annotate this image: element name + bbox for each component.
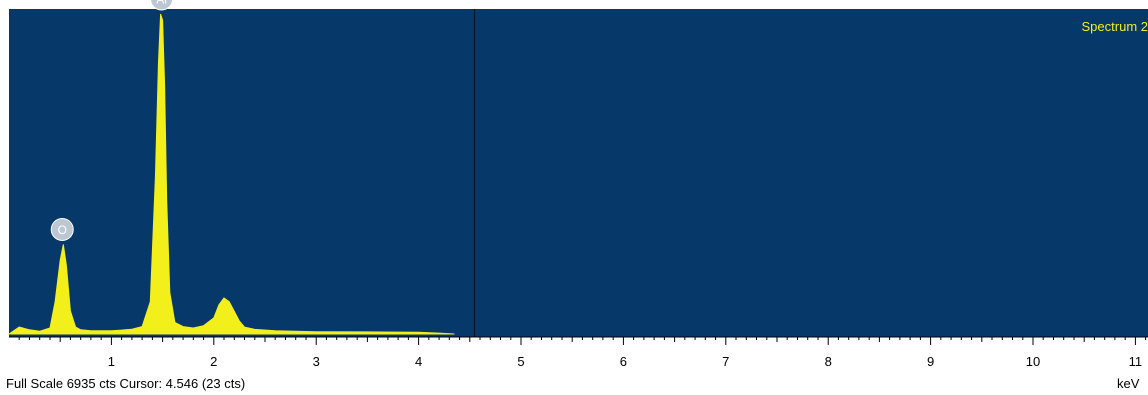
x-tick-label: 11 — [1129, 354, 1143, 369]
peak-label-al: Al — [150, 0, 174, 11]
x-tick-label: 6 — [620, 354, 627, 369]
peak-marker-text: O — [58, 223, 67, 237]
status-readout: Full Scale 6935 cts Cursor: 4.546 (23 ct… — [6, 376, 246, 391]
x-axis-unit-label: keV — [1117, 376, 1140, 391]
x-tick-label: 1 — [108, 354, 115, 369]
x-tick-label: 8 — [825, 354, 832, 369]
peak-marker-circle — [150, 0, 174, 11]
x-tick-label: 3 — [313, 354, 320, 369]
plot-background — [9, 9, 1148, 337]
peak-label-o: O — [50, 217, 74, 241]
peak-marker-text: Al — [156, 0, 167, 7]
x-tick-label: 10 — [1026, 354, 1040, 369]
x-tick-label: 4 — [415, 354, 422, 369]
x-tick-label: 7 — [722, 354, 729, 369]
peak-marker-circle — [50, 217, 74, 241]
x-tick-label: 9 — [927, 354, 934, 369]
x-tick-label: 2 — [210, 354, 217, 369]
x-tick-label: 5 — [517, 354, 524, 369]
spectrum-area — [7, 13, 455, 335]
spectrum-chart: O Al Spectrum 2 1 2 3 4 5 6 7 8 9 10 11 — [7, 0, 1148, 369]
x-axis: 1 2 3 4 5 6 7 8 9 10 11 — [9, 336, 1148, 369]
legend-series-label: Spectrum 2 — [1082, 19, 1148, 34]
peak-markers: O Al — [50, 0, 174, 241]
